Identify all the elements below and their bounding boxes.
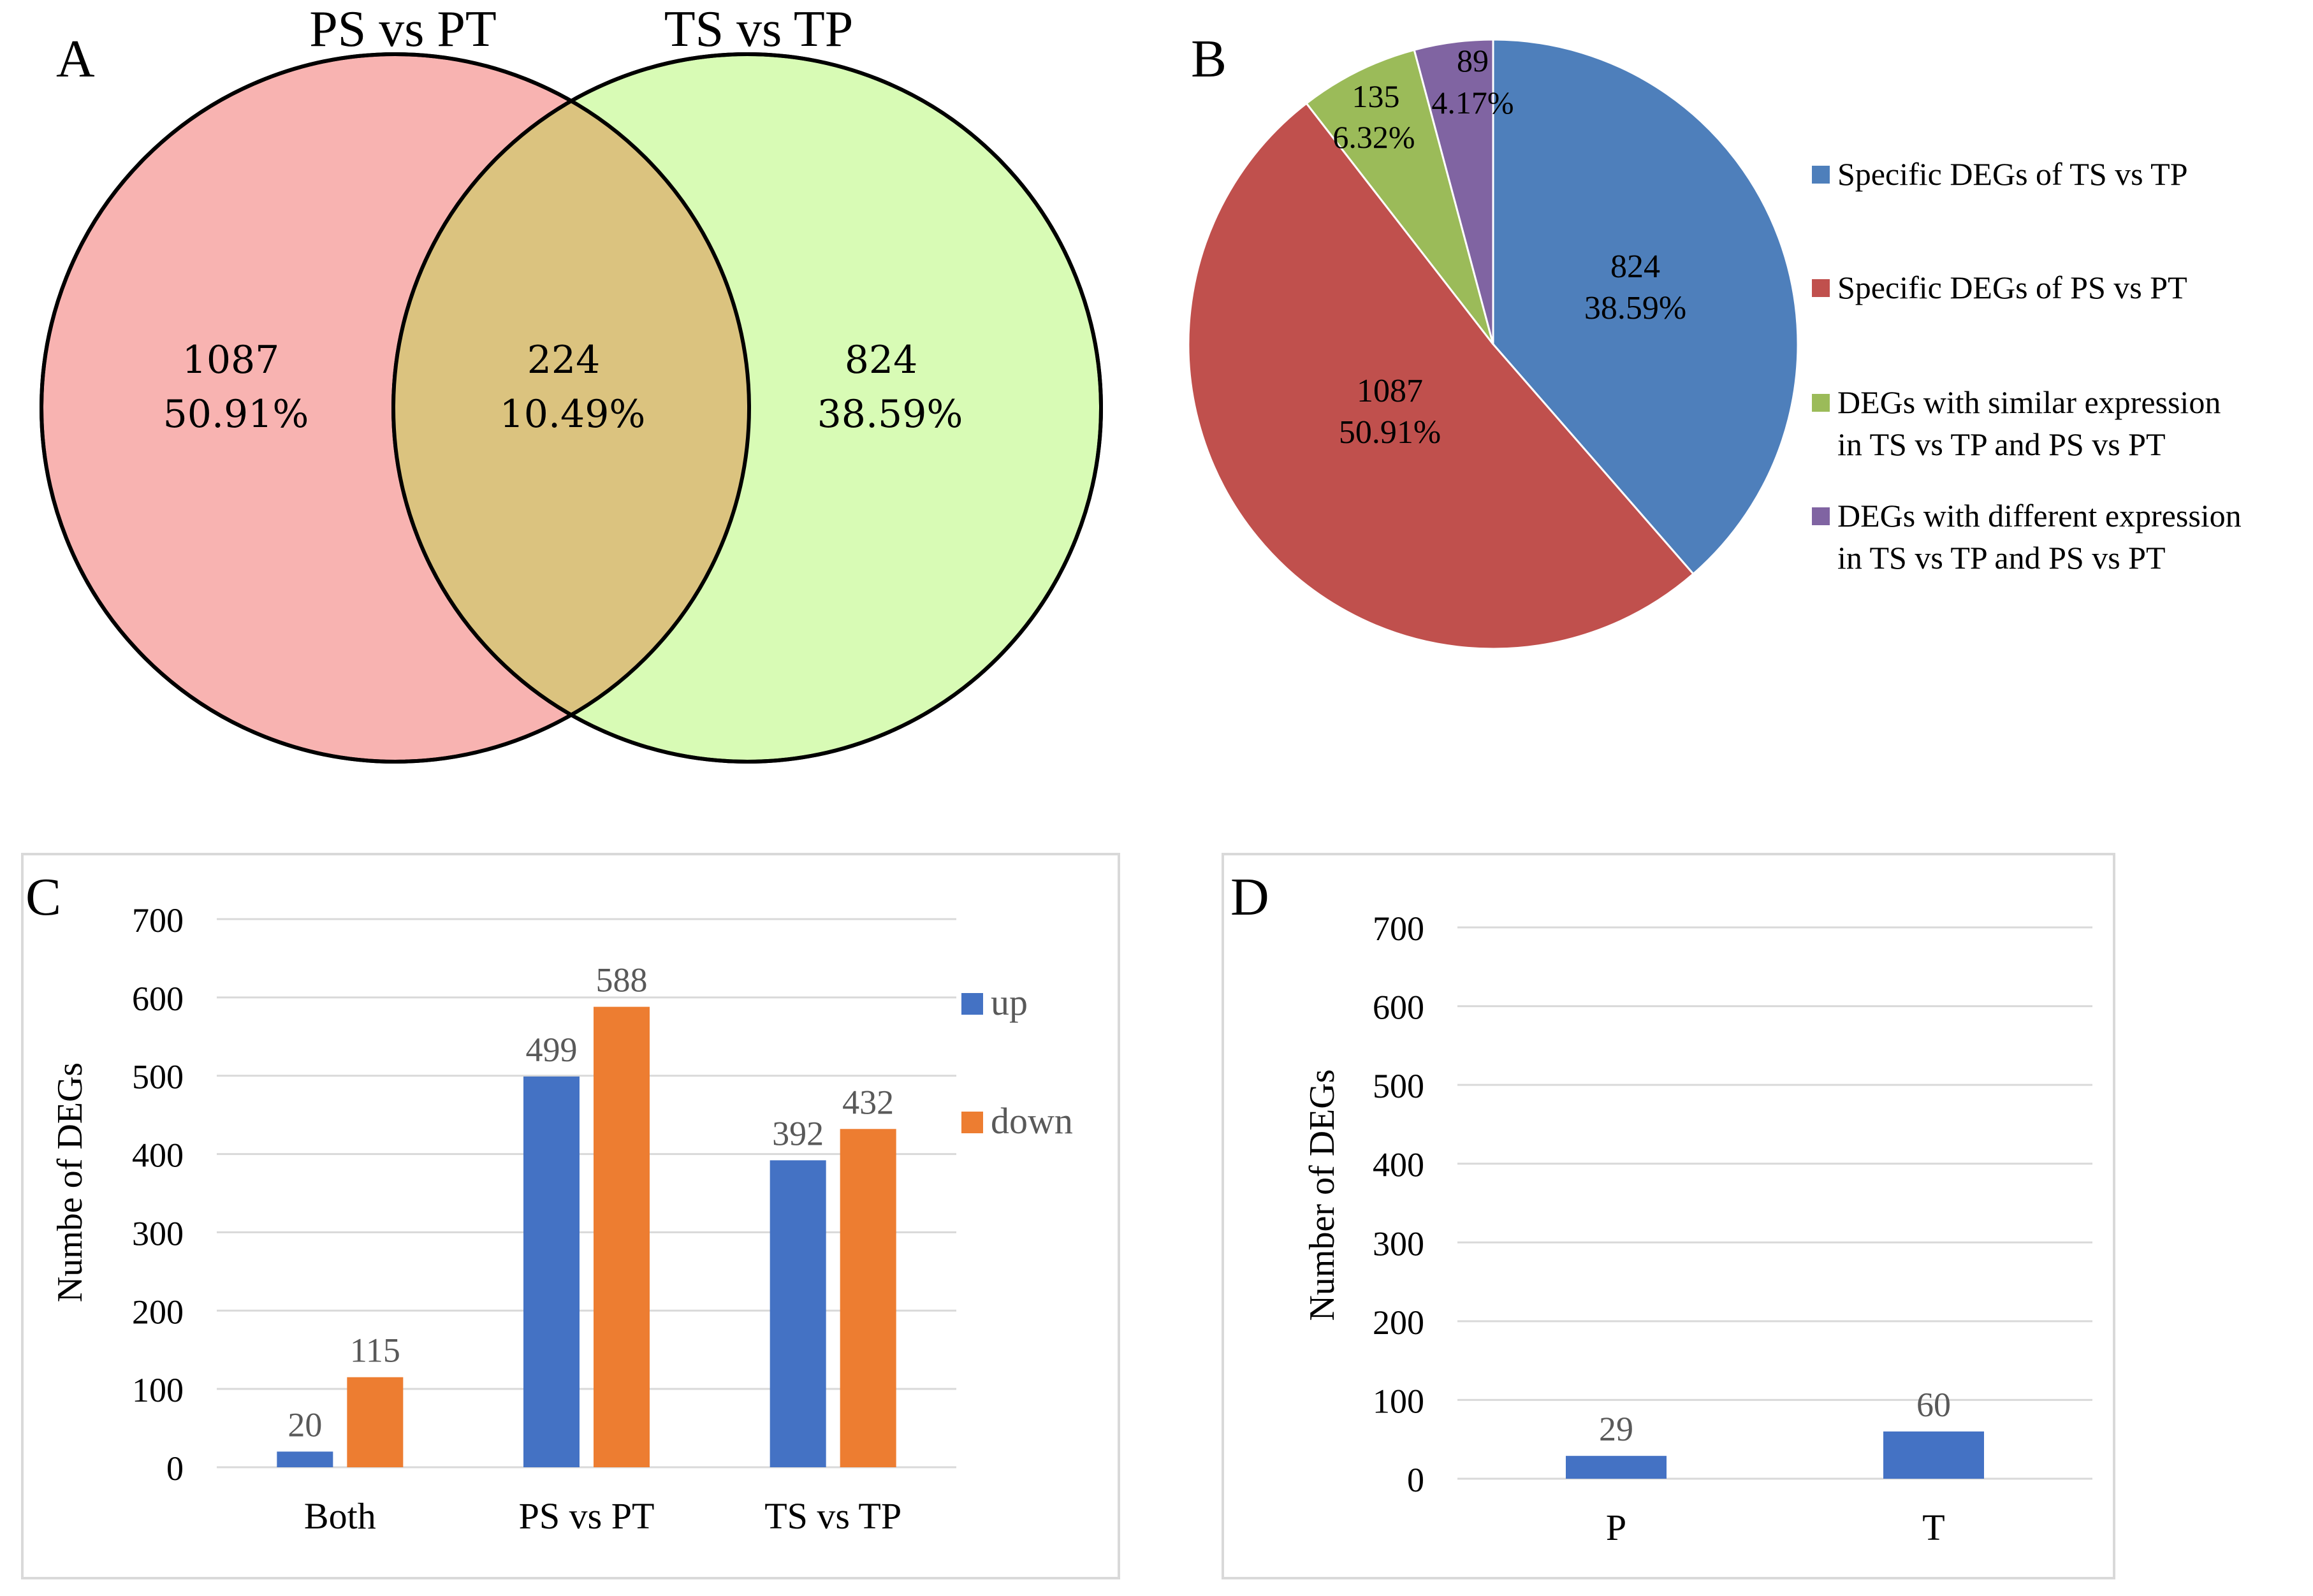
c-legend-label-up: up	[991, 982, 1028, 1023]
c-x-tick-label: PS vs PT	[519, 1495, 655, 1537]
c-y-tick-label: 0	[166, 1449, 184, 1488]
c-legend-label-down: down	[991, 1100, 1073, 1142]
c-legend-swatch-up	[961, 993, 983, 1015]
c-bars	[277, 1006, 896, 1467]
venn-right-set-title: TS vs TP	[664, 1, 853, 57]
c-gridlines	[217, 918, 956, 1469]
d-y-tick-label: 0	[1407, 1461, 1424, 1499]
d-y-tick-label: 300	[1373, 1224, 1424, 1263]
panel-c-label: C	[26, 867, 61, 927]
d-y-tick-labels: 0 100 200 300 400 500 600 700	[1373, 910, 1424, 1499]
panel-c: C 0 100 200 300 400 500 600 700 20 115 499 588 392 4…	[21, 853, 1120, 1579]
c-x-tick-label: TS vs TP	[764, 1495, 901, 1537]
panel-a: A PS vs PT TS vs TP 1087 50.91% 224 10.4…	[40, 1, 1103, 764]
pie-slice-blue	[1492, 38, 1799, 576]
pie-slice-label-red-percent: 50.91%	[1339, 414, 1441, 451]
pie-slice-label-red-count: 1087	[1357, 373, 1423, 409]
d-data-label: 60	[1916, 1386, 1951, 1424]
panel-d-label: D	[1230, 867, 1269, 927]
c-data-label: 115	[350, 1331, 400, 1370]
c-y-tick-label: 100	[132, 1371, 184, 1409]
pie-slice-label-blue-count: 824	[1610, 249, 1660, 285]
c-bar-down-2	[840, 1129, 896, 1467]
panel-b: B 824 38.59% 1087 50.91% 135 6.32% 89 4.…	[1187, 29, 2242, 650]
c-bar-up-0	[277, 1451, 333, 1467]
d-y-tick-label: 600	[1373, 989, 1424, 1027]
pie-legend-label-purple-line2: in TS vs TP and PS vs PT	[1837, 540, 2166, 576]
d-data-label: 29	[1599, 1410, 1633, 1448]
c-y-tick-label: 400	[132, 1136, 184, 1175]
c-x-tick-labels: Both PS vs PT TS vs TP	[304, 1495, 901, 1537]
d-y-tick-label: 200	[1373, 1303, 1424, 1342]
pie-slice-label-purple-count: 89	[1457, 43, 1489, 78]
pie-slice-label-blue-percent: 38.59%	[1584, 290, 1686, 326]
c-data-label: 20	[288, 1405, 322, 1444]
pie-legend-swatch-blue	[1812, 166, 1830, 184]
c-bar-up-2	[770, 1160, 826, 1467]
venn-left-set-title: PS vs PT	[309, 1, 496, 57]
panel-b-label: B	[1191, 29, 1227, 89]
d-bars	[1566, 1431, 1984, 1479]
c-y-tick-label: 600	[132, 980, 184, 1018]
d-x-tick-label: T	[1922, 1507, 1945, 1548]
pie-legend-label-red: Specific DEGs of PS vs PT	[1837, 270, 2187, 305]
venn-right-percent: 38.59%	[817, 392, 963, 437]
pie-legend-label-blue: Specific DEGs of TS vs TP	[1837, 156, 2188, 192]
d-y-axis-label: Number of DEGs	[1302, 1069, 1342, 1321]
venn-left-count: 1087	[182, 338, 280, 382]
pie-slice-label-purple-percent: 4.17%	[1431, 85, 1514, 120]
d-bar-1	[1883, 1431, 1984, 1479]
d-y-tick-label: 700	[1373, 910, 1424, 948]
pie-legend-label-green-line2: in TS vs TP and PS vs PT	[1837, 426, 2166, 462]
pie-legend-label-green-line1: DEGs with similar expression	[1837, 384, 2221, 420]
venn-overlap-count: 224	[527, 338, 601, 382]
d-data-labels: 29 60	[1599, 1386, 1951, 1448]
c-y-tick-label: 200	[132, 1293, 184, 1331]
c-y-axis-label: Numbe of DEGs	[50, 1063, 90, 1302]
d-bar-0	[1566, 1456, 1667, 1479]
c-data-labels: 20 115 499 588 392 432	[288, 961, 894, 1444]
c-bar-up-1	[523, 1076, 580, 1467]
d-y-tick-label: 100	[1373, 1382, 1424, 1420]
d-y-tick-label: 400	[1373, 1146, 1424, 1184]
c-data-label: 499	[526, 1031, 578, 1069]
pie-slices	[1187, 38, 1799, 650]
pie-legend-swatch-red	[1812, 279, 1830, 297]
c-legend-swatch-down	[961, 1112, 983, 1133]
pie-legend-swatch-green	[1812, 394, 1830, 412]
d-x-tick-label: P	[1606, 1507, 1626, 1548]
c-y-tick-label: 700	[132, 901, 184, 939]
pie-slice-red	[1187, 102, 1695, 650]
c-data-label: 432	[842, 1083, 894, 1121]
d-gridlines	[1457, 926, 2092, 1480]
panel-a-label: A	[56, 29, 95, 89]
venn-overlap-percent: 10.49%	[500, 392, 646, 437]
pie-slice-green	[1305, 48, 1494, 345]
c-y-tick-label: 300	[132, 1214, 184, 1252]
c-y-tick-labels: 0 100 200 300 400 500 600 700	[132, 901, 184, 1488]
c-data-label: 588	[596, 961, 648, 999]
c-bar-down-1	[594, 1006, 650, 1467]
pie-legend-swatch-purple	[1812, 507, 1830, 525]
venn-right-count: 824	[845, 338, 918, 382]
pie-legend-label-purple-line1: DEGs with different expression	[1837, 498, 2242, 533]
c-y-tick-label: 500	[132, 1058, 184, 1096]
pie-slice-label-green-count: 135	[1352, 78, 1400, 114]
venn-left-percent: 50.91%	[163, 392, 309, 437]
c-x-tick-label: Both	[304, 1495, 376, 1537]
d-y-tick-label: 500	[1373, 1067, 1424, 1105]
pie-slice-purple	[1413, 38, 1494, 345]
pie-slice-label-green-percent: 6.32%	[1332, 119, 1415, 155]
c-bar-down-0	[347, 1377, 404, 1467]
c-data-label: 392	[772, 1114, 824, 1152]
